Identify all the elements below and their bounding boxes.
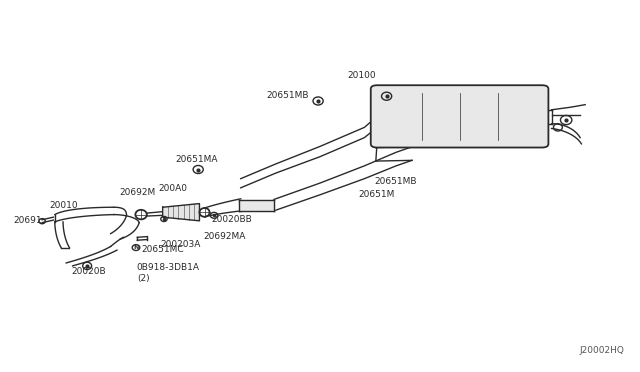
Polygon shape	[239, 199, 274, 211]
Text: 20651M: 20651M	[358, 190, 394, 199]
Text: 20010: 20010	[49, 201, 77, 209]
Text: 20020BB: 20020BB	[211, 215, 252, 224]
Text: 200203A: 200203A	[160, 240, 200, 249]
Text: 200A0: 200A0	[158, 184, 188, 193]
Text: 20651MC: 20651MC	[141, 245, 184, 254]
Text: (2): (2)	[137, 274, 150, 283]
FancyBboxPatch shape	[371, 85, 548, 148]
Text: 20651MB: 20651MB	[374, 177, 417, 186]
Text: 20692M: 20692M	[120, 188, 156, 197]
Text: J20002HQ: J20002HQ	[580, 346, 625, 355]
Text: N: N	[133, 245, 139, 250]
Text: 20651MA: 20651MA	[175, 155, 218, 164]
Text: 20692MA: 20692MA	[204, 232, 246, 241]
Text: 20651MB: 20651MB	[266, 91, 308, 100]
Text: 20100: 20100	[347, 71, 376, 80]
Text: 0B918-3DB1A: 0B918-3DB1A	[136, 263, 199, 272]
Text: 20020B: 20020B	[71, 267, 106, 276]
Text: 20691: 20691	[13, 216, 42, 225]
Polygon shape	[163, 203, 200, 221]
